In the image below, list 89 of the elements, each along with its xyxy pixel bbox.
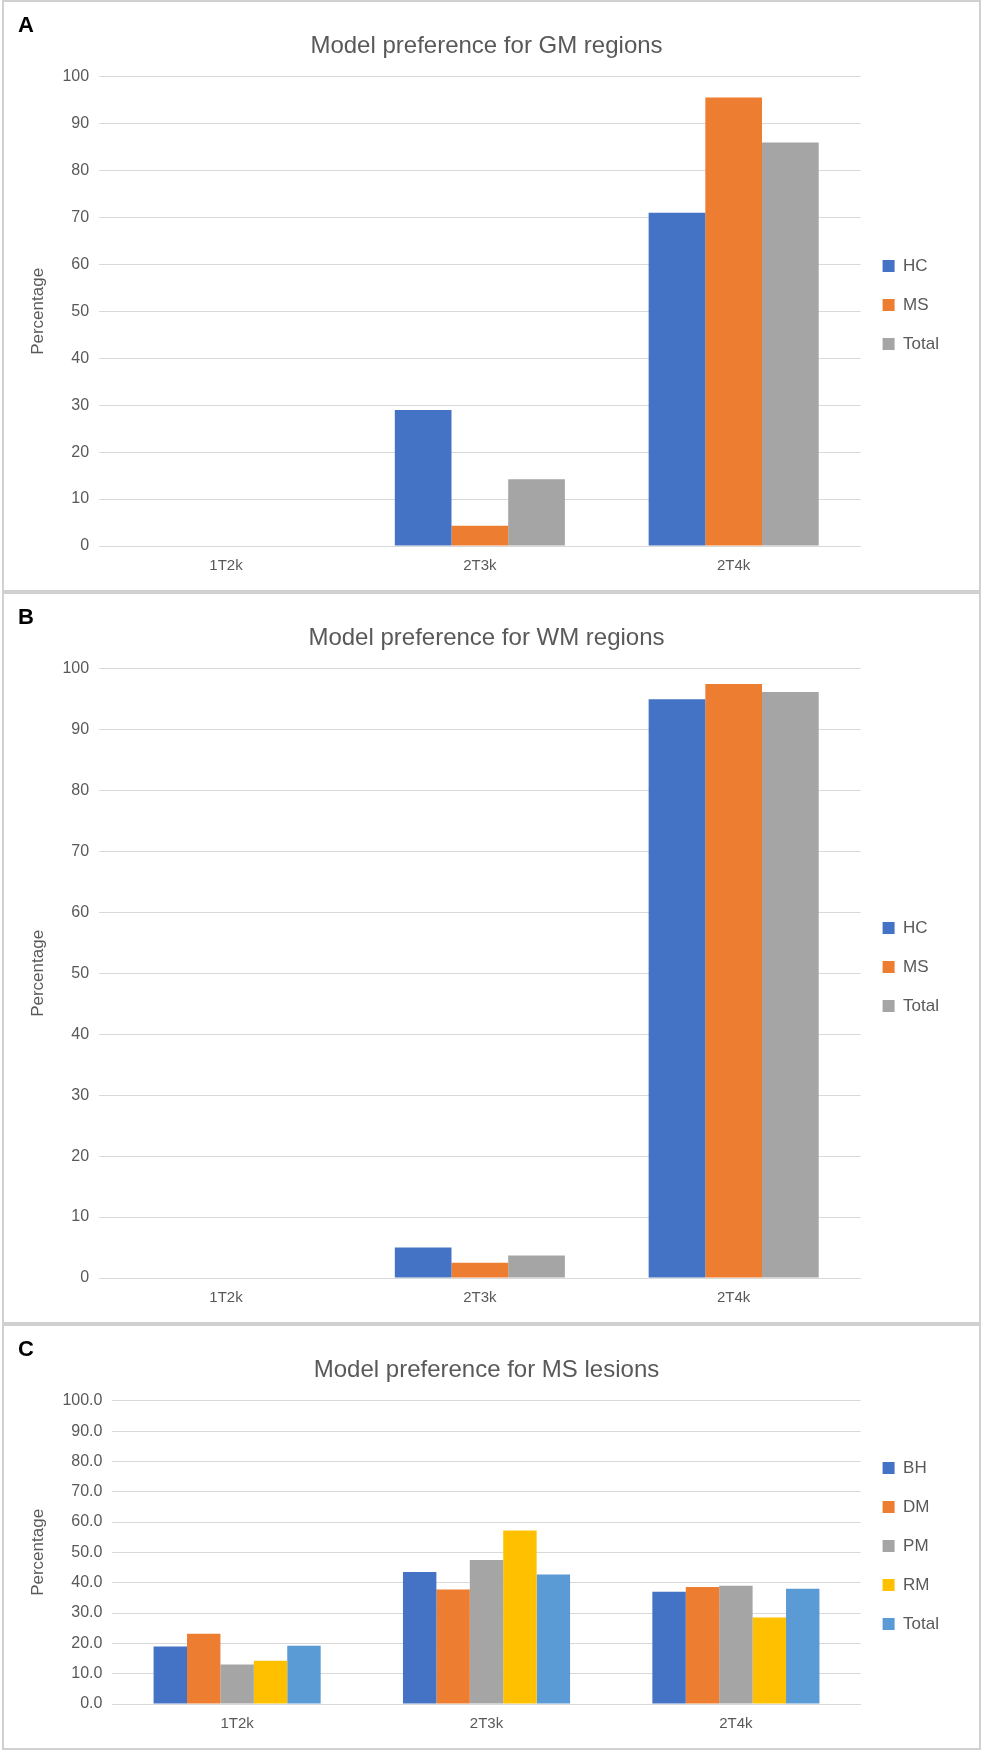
- y-tick-label: 10: [71, 1207, 90, 1225]
- y-tick-label: 100: [62, 659, 90, 677]
- bar: [786, 1588, 820, 1704]
- y-tick-label: 10.0: [71, 1664, 103, 1682]
- chart-title: Model preference for GM regions: [310, 31, 663, 59]
- text: A: [18, 12, 34, 38]
- y-tick-label: 40: [71, 1024, 90, 1042]
- bar: [253, 1660, 288, 1704]
- legend-label: DM: [903, 1496, 930, 1516]
- x-tick-label: 2T3k: [463, 556, 498, 574]
- y-tick-label: 50: [71, 963, 90, 981]
- y-tick-label: 0.0: [80, 1694, 103, 1712]
- y-tick-label: 80.0: [71, 1451, 103, 1469]
- text: B: [18, 604, 34, 630]
- legend-label: RM: [903, 1574, 930, 1594]
- bar: [394, 409, 452, 546]
- y-tick-label: 80: [71, 781, 90, 799]
- bar: [762, 142, 819, 546]
- text: C: [18, 1336, 34, 1362]
- x-tick-label: 1T2k: [220, 1714, 255, 1732]
- bar: [220, 1664, 254, 1704]
- y-tick-label: 40: [71, 348, 90, 366]
- legend-label: MS: [903, 294, 929, 314]
- y-tick-label: 90: [71, 114, 90, 132]
- x-tick-label: 2T3k: [463, 1288, 498, 1306]
- y-axis-title: Percentage: [27, 267, 47, 355]
- legend-label: BH: [903, 1457, 927, 1477]
- bar: [648, 699, 706, 1278]
- bar: [648, 212, 706, 546]
- y-tick-label: 60.0: [71, 1512, 103, 1530]
- chart-title: Model preference for WM regions: [308, 623, 665, 651]
- y-tick-label: 90.0: [71, 1421, 103, 1439]
- y-tick-label: 70.0: [71, 1482, 103, 1500]
- x-tick-label: 2T4k: [719, 1714, 754, 1732]
- bar: [451, 525, 509, 546]
- x-tick-label: 1T2k: [209, 556, 244, 574]
- bar: [503, 1530, 537, 1704]
- legend-label: MS: [903, 956, 929, 976]
- legend-label: Total: [903, 1613, 940, 1633]
- x-tick-label: 1T2k: [209, 1288, 244, 1306]
- chart-title: Model preference for MS lesions: [313, 1355, 660, 1383]
- bar: [153, 1646, 188, 1704]
- y-tick-label: 100.0: [62, 1391, 103, 1409]
- y-tick-label: 70: [71, 841, 90, 859]
- legend-label: HC: [903, 917, 928, 937]
- bar: [402, 1572, 437, 1704]
- bar: [469, 1559, 504, 1704]
- legend-label: PM: [903, 1535, 929, 1555]
- bar: [508, 1255, 565, 1278]
- bar: [187, 1633, 221, 1704]
- y-tick-label: 100: [62, 67, 90, 85]
- bar: [685, 1586, 720, 1704]
- bar: [436, 1589, 470, 1704]
- y-tick-label: 0: [80, 536, 90, 554]
- y-tick-label: 50: [71, 301, 90, 319]
- y-tick-label: 30: [71, 395, 90, 413]
- bar: [451, 1262, 509, 1278]
- y-tick-label: 80: [71, 161, 90, 179]
- y-tick-label: 60: [71, 902, 90, 920]
- legend-label: Total: [903, 995, 940, 1015]
- y-axis-title: Percentage: [27, 929, 47, 1017]
- y-tick-label: 90: [71, 720, 90, 738]
- bar: [287, 1645, 321, 1704]
- y-tick-label: 10: [71, 489, 90, 507]
- legend-label: Total: [903, 333, 940, 353]
- y-tick-label: 60: [71, 254, 90, 272]
- bar: [705, 684, 763, 1278]
- bar: [752, 1617, 787, 1704]
- bar: [394, 1247, 452, 1278]
- legend-label: HC: [903, 255, 928, 275]
- x-tick-label: 2T4k: [717, 556, 751, 574]
- bar: [719, 1585, 753, 1704]
- x-tick-label: 2T4k: [717, 1288, 751, 1306]
- y-tick-label: 20.0: [71, 1633, 103, 1651]
- bar: [536, 1574, 571, 1704]
- bar: [705, 97, 763, 546]
- y-axis-title: Percentage: [27, 1508, 47, 1596]
- y-tick-label: 50.0: [71, 1542, 103, 1560]
- y-tick-label: 20: [71, 442, 90, 460]
- y-tick-label: 30.0: [71, 1603, 103, 1621]
- bar: [652, 1591, 686, 1704]
- y-tick-label: 70: [71, 207, 90, 225]
- bar: [508, 479, 565, 546]
- y-tick-label: 30: [71, 1085, 90, 1103]
- bar: [762, 691, 819, 1278]
- x-tick-label: 2T3k: [469, 1714, 504, 1732]
- y-tick-label: 20: [71, 1146, 90, 1164]
- y-tick-label: 40.0: [71, 1573, 103, 1591]
- y-tick-label: 0: [80, 1268, 90, 1286]
